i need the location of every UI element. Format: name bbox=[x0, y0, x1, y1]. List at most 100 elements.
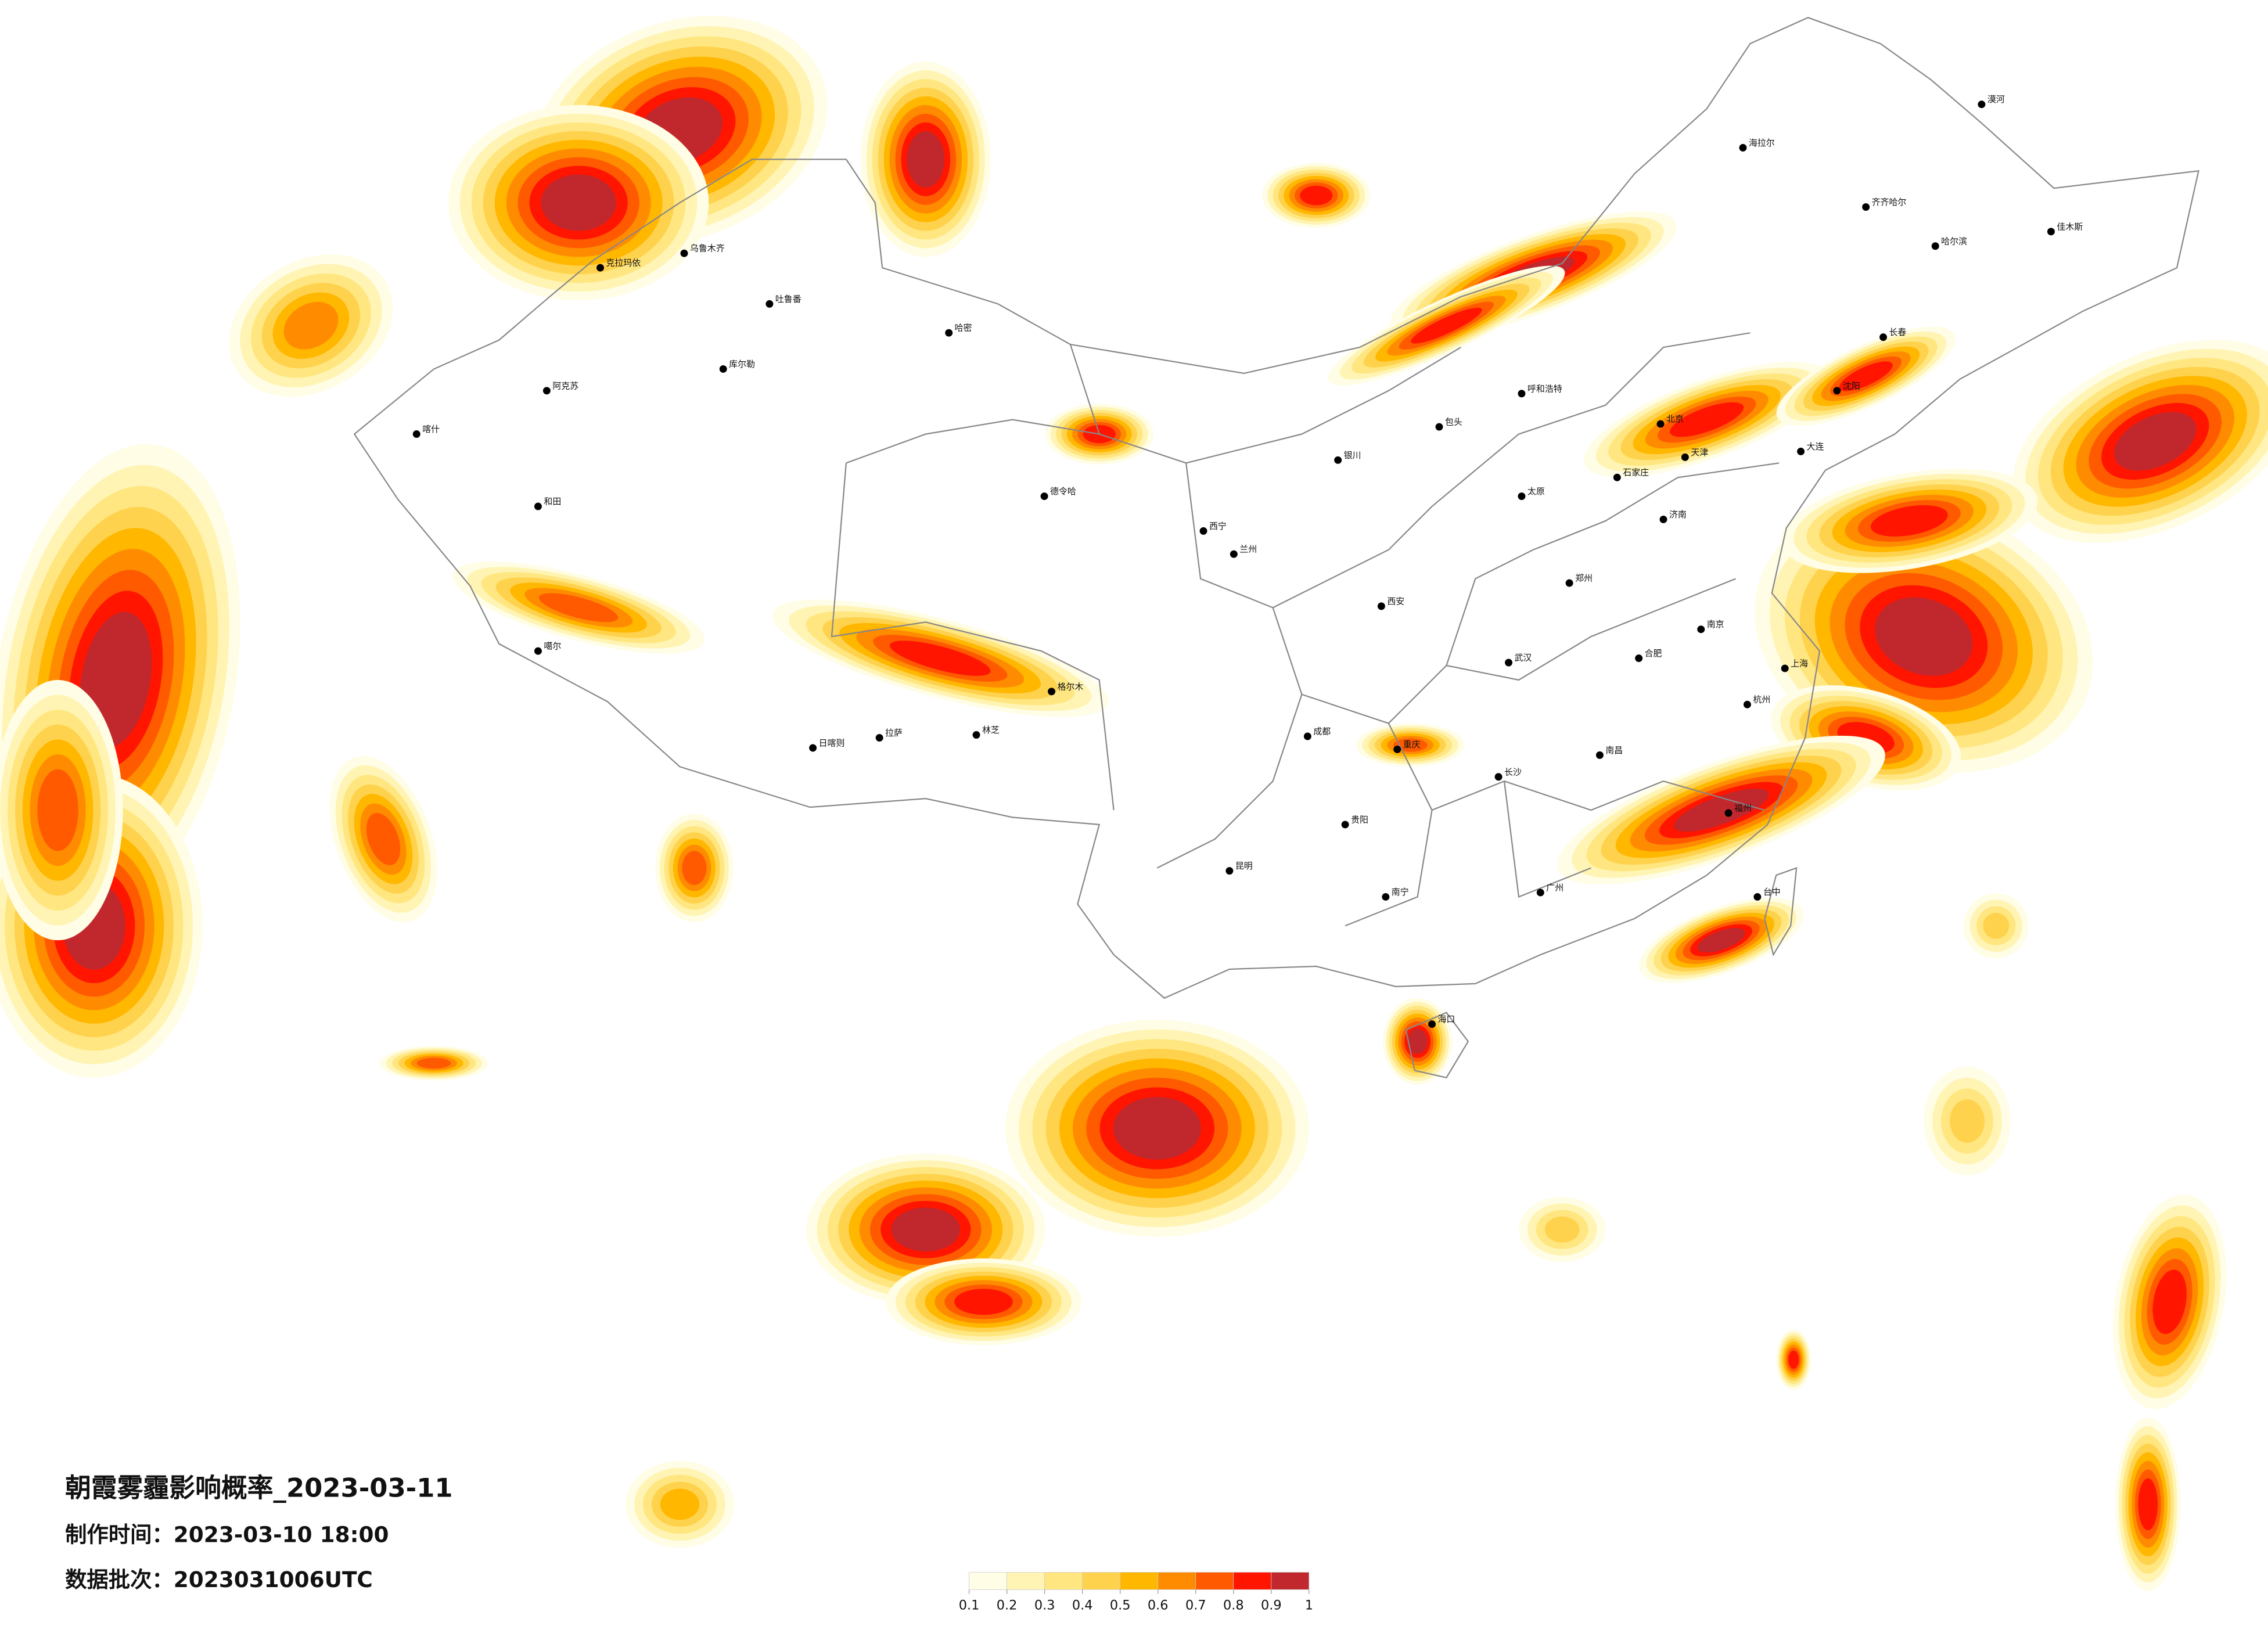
city-label: 合肥 bbox=[1645, 648, 1662, 659]
city-dot bbox=[1595, 751, 1604, 759]
haze-area bbox=[1544, 1216, 1580, 1243]
city-label: 大连 bbox=[1807, 441, 1824, 452]
city-dot bbox=[1048, 688, 1056, 696]
city-label: 天津 bbox=[1691, 447, 1708, 458]
city-dot bbox=[1505, 659, 1512, 667]
city-dot bbox=[1341, 821, 1349, 829]
legend-swatch bbox=[1158, 1572, 1196, 1590]
city-label: 重庆 bbox=[1403, 739, 1421, 750]
city-label: 海拉尔 bbox=[1749, 138, 1775, 148]
city-dot bbox=[1334, 456, 1342, 464]
city-dot bbox=[1435, 423, 1443, 431]
haze-area bbox=[660, 1488, 700, 1520]
haze-area bbox=[890, 641, 991, 676]
haze-area bbox=[538, 593, 619, 623]
city-dot bbox=[945, 329, 953, 337]
city-label: 台中 bbox=[1763, 887, 1781, 897]
city-dot bbox=[1753, 893, 1762, 901]
legend-swatch bbox=[969, 1572, 1007, 1590]
city-label: 噶尔 bbox=[544, 641, 561, 652]
city-label: 库尔勒 bbox=[729, 359, 755, 369]
city-dot bbox=[1931, 242, 1939, 250]
legend-swatch bbox=[1007, 1572, 1045, 1590]
city-dot bbox=[1536, 888, 1544, 897]
haze-area bbox=[1670, 402, 1744, 437]
legend-tick-label: 0.8 bbox=[1223, 1598, 1244, 1613]
city-label: 上海 bbox=[1791, 658, 1808, 668]
city-label: 贵阳 bbox=[1351, 814, 1368, 825]
city-dot bbox=[1862, 203, 1870, 211]
city-dot bbox=[412, 430, 420, 438]
legend-tick-label: 1 bbox=[1305, 1598, 1313, 1613]
haze-layer bbox=[0, 16, 2268, 1591]
city-label: 海口 bbox=[1437, 1014, 1455, 1024]
city-label: 乌鲁木齐 bbox=[690, 243, 725, 254]
haze-area bbox=[1983, 912, 2010, 939]
haze-area bbox=[1788, 1350, 1799, 1369]
legend-tick-label: 0.7 bbox=[1185, 1598, 1206, 1613]
haze-area bbox=[1113, 1096, 1201, 1160]
city-dot bbox=[1724, 809, 1733, 817]
legend-swatch bbox=[1082, 1572, 1121, 1590]
map-title: 朝霞雾霾影响概率_2023-03-11 bbox=[65, 1473, 453, 1503]
haze-area bbox=[1674, 789, 1769, 832]
haze-area bbox=[1407, 1028, 1428, 1055]
city-label: 长沙 bbox=[1504, 767, 1522, 777]
city-dot bbox=[1833, 387, 1841, 395]
city-label: 佳木斯 bbox=[2057, 221, 2083, 232]
haze-area bbox=[1950, 1099, 1985, 1143]
haze-area bbox=[1697, 927, 1745, 953]
legend-swatch bbox=[1233, 1572, 1272, 1590]
city-label: 长春 bbox=[1889, 327, 1907, 337]
legend-swatch bbox=[1120, 1572, 1159, 1590]
city-label: 成都 bbox=[1313, 726, 1331, 737]
city-label: 西宁 bbox=[1209, 521, 1227, 531]
province-lines bbox=[831, 332, 1780, 927]
legend-swatch bbox=[1271, 1572, 1310, 1590]
city-label: 和田 bbox=[544, 497, 561, 507]
haze-area bbox=[1839, 361, 1893, 391]
country-outline bbox=[353, 17, 2199, 999]
city-dot bbox=[534, 647, 542, 655]
city-dot bbox=[1518, 492, 1526, 501]
city-dot bbox=[765, 300, 774, 308]
city-dot bbox=[1659, 515, 1667, 523]
city-dot bbox=[809, 744, 817, 752]
city-dot bbox=[1382, 893, 1390, 901]
city-label: 南昌 bbox=[1605, 745, 1623, 756]
haze-area bbox=[541, 174, 616, 231]
haze-area bbox=[1300, 185, 1333, 206]
city-label: 喀什 bbox=[422, 424, 440, 434]
city-dot bbox=[1565, 579, 1573, 587]
legend-swatch bbox=[1195, 1572, 1234, 1590]
city-dot bbox=[1978, 100, 1986, 109]
legend: 0.1 0.2 0.3 0.4 0.5 0.6 0.7 0.8 0.9 1 bbox=[959, 1572, 1313, 1613]
city-dot bbox=[1494, 773, 1503, 781]
haze-area bbox=[682, 851, 707, 885]
made-time: 制作时间：2023-03-10 18:00 bbox=[65, 1522, 389, 1548]
hainan-outline bbox=[1405, 1012, 1469, 1079]
borders bbox=[353, 17, 2199, 1079]
city-dot bbox=[1743, 700, 1751, 708]
city-label: 齐齐哈尔 bbox=[1872, 197, 1907, 207]
city-dot bbox=[1781, 664, 1789, 672]
city-label: 格尔木 bbox=[1058, 681, 1084, 692]
city-dot bbox=[2047, 228, 2055, 236]
city-label: 杭州 bbox=[1753, 695, 1770, 705]
legend-tick-label: 0.4 bbox=[1072, 1598, 1093, 1613]
city-label: 吐鲁番 bbox=[775, 294, 801, 304]
city-dot bbox=[875, 734, 883, 742]
haze-area bbox=[1875, 597, 1973, 676]
city-label: 北京 bbox=[1666, 414, 1684, 425]
city-label: 郑州 bbox=[1575, 573, 1593, 584]
city-label: 银川 bbox=[1344, 450, 1361, 461]
haze-area bbox=[37, 769, 78, 851]
city-label: 武汉 bbox=[1514, 653, 1532, 663]
city-label: 兰州 bbox=[1239, 544, 1257, 555]
legend-swatch bbox=[1044, 1572, 1083, 1590]
city-dot bbox=[1040, 492, 1048, 501]
city-dot bbox=[1199, 527, 1207, 535]
city-label: 日喀则 bbox=[819, 738, 845, 748]
